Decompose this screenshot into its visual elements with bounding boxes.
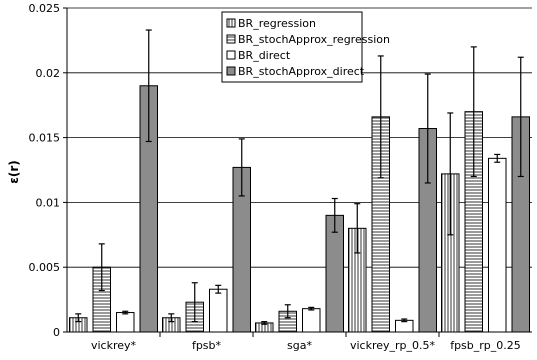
bar: [209, 288, 228, 333]
legend-swatch: [226, 18, 236, 28]
y-tick-label: 0.005: [29, 261, 61, 274]
bar: [488, 157, 507, 333]
y-tick-label: 0.02: [36, 67, 61, 80]
legend-label: BR_regression: [238, 17, 316, 30]
legend-label: BR_stochApprox_regression: [238, 33, 390, 46]
y-tick-label: 0.01: [36, 196, 61, 209]
y-tick-label: 0.025: [29, 2, 61, 15]
legend-swatch: [226, 34, 236, 44]
legend-swatch: [226, 66, 236, 76]
x-tick-label: fpsb_rp_0.25: [450, 339, 521, 352]
legend-label: BR_direct: [238, 49, 291, 62]
y-axis-title: ε(r): [7, 160, 21, 184]
x-tick-label: sga*: [287, 339, 312, 352]
y-tick-label: 0.015: [29, 132, 61, 145]
y-tick-label: 0: [53, 326, 60, 339]
x-tick-label: vickrey*: [91, 339, 137, 352]
legend-swatch: [226, 50, 236, 60]
legend-box: [221, 11, 363, 83]
legend: BR_regression BR_stochApprox_regression BR…: [221, 11, 390, 83]
bar: [302, 308, 321, 333]
legend-label: BR_stochApprox_direct: [238, 65, 365, 78]
x-tick-label: vickrey_rp_0.5*: [350, 339, 436, 352]
bar: [325, 214, 344, 333]
bar: [116, 312, 135, 333]
x-tick-label: fpsb*: [192, 339, 222, 352]
